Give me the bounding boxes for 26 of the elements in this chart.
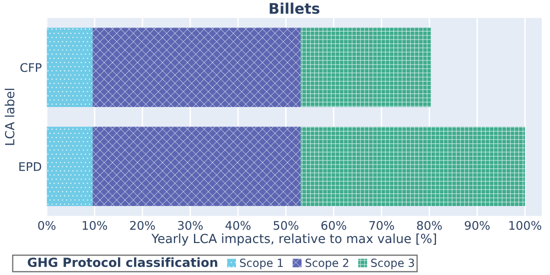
y-tick-label: CFP xyxy=(20,63,42,72)
bar xyxy=(92,28,301,107)
legend-label: Scope 2 xyxy=(306,258,348,270)
x-tick-label: 90% xyxy=(464,220,490,230)
x-tick-label: 40% xyxy=(226,220,251,230)
bar xyxy=(46,126,93,206)
x-tick-label: 100% xyxy=(509,220,542,230)
x-tick-label: 0% xyxy=(38,220,56,230)
y-tick-label: EPD xyxy=(19,162,42,171)
x-tick-label: 10% xyxy=(82,220,108,230)
x-tick-label: 80% xyxy=(417,220,442,230)
x-tick-label: 70% xyxy=(369,220,394,230)
x-tick-label: 20% xyxy=(130,220,155,230)
legend-label: Scope 1 xyxy=(240,258,283,270)
y-axis-title: LCA label xyxy=(4,88,14,145)
x-tick-label: 50% xyxy=(274,220,298,230)
legend-label: Scope 3 xyxy=(371,258,414,270)
x-axis-title: Yearly LCA impacts, relative to max value [%] xyxy=(151,234,436,246)
bar xyxy=(300,126,526,206)
legend-title: GHG Protocol classification xyxy=(28,257,218,268)
bar xyxy=(92,126,301,206)
x-tick-label: 60% xyxy=(321,220,346,230)
x-tick-label: 30% xyxy=(178,220,203,230)
bar xyxy=(46,28,93,107)
bar xyxy=(300,28,431,107)
chart-title: Billets xyxy=(270,2,320,14)
